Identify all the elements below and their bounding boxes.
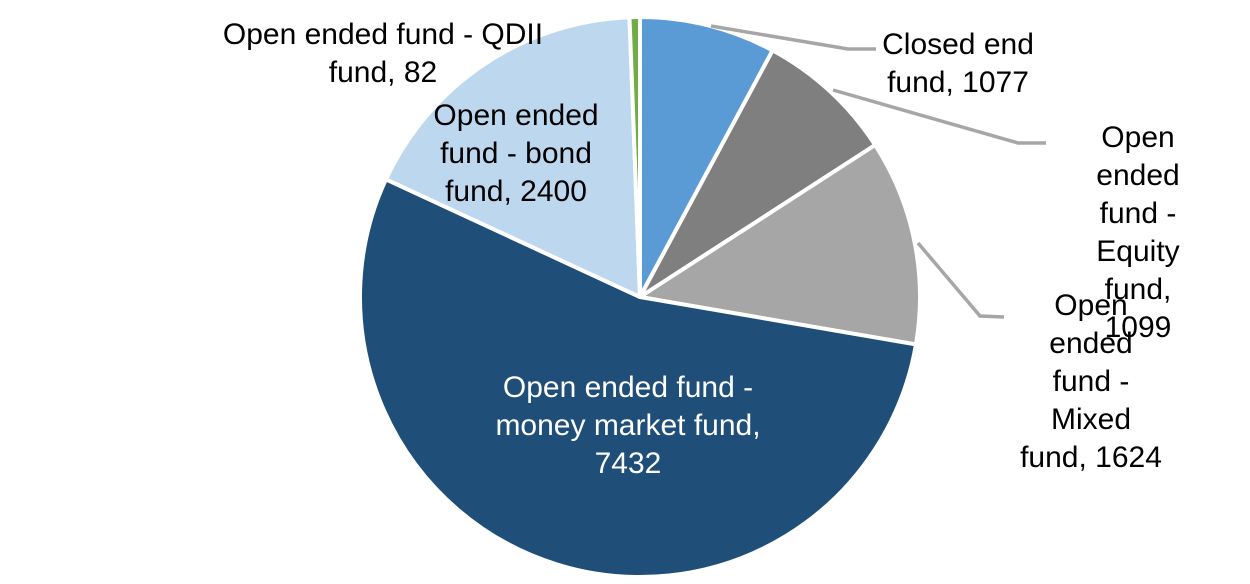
pie-slice-equity-fund[interactable] <box>638 48 878 299</box>
leader-line-closed-end-fund <box>710 24 876 51</box>
pie-slice-bond-fund[interactable] <box>383 15 642 299</box>
pie-slice-qdii-fund[interactable] <box>627 15 642 299</box>
data-label-equity-fund: Open ended fund - Equity fund, 1099 <box>1096 121 1180 344</box>
data-label-bond-fund: Open ended fund - bond fund, 2400 <box>433 99 599 208</box>
leader-line-mixed-fund <box>916 241 1005 319</box>
data-label-closed-end-fund: Closed end fund, 1077 <box>882 28 1034 99</box>
data-label-mixed-fund: Open ended fund - Mixed fund, 1624 <box>1020 289 1162 474</box>
data-label-qdii-fund: Open ended fund - QDII fund, 82 <box>222 18 544 89</box>
data-label-money-market-fund: Open ended fund - money market fund, 743… <box>495 371 761 480</box>
pie-slice-mixed-fund[interactable] <box>638 143 922 347</box>
pie-slice-money-market-fund[interactable] <box>358 177 918 579</box>
pie-slice-closed-end-fund[interactable] <box>638 15 775 299</box>
leader-line-equity-fund <box>832 88 1046 145</box>
